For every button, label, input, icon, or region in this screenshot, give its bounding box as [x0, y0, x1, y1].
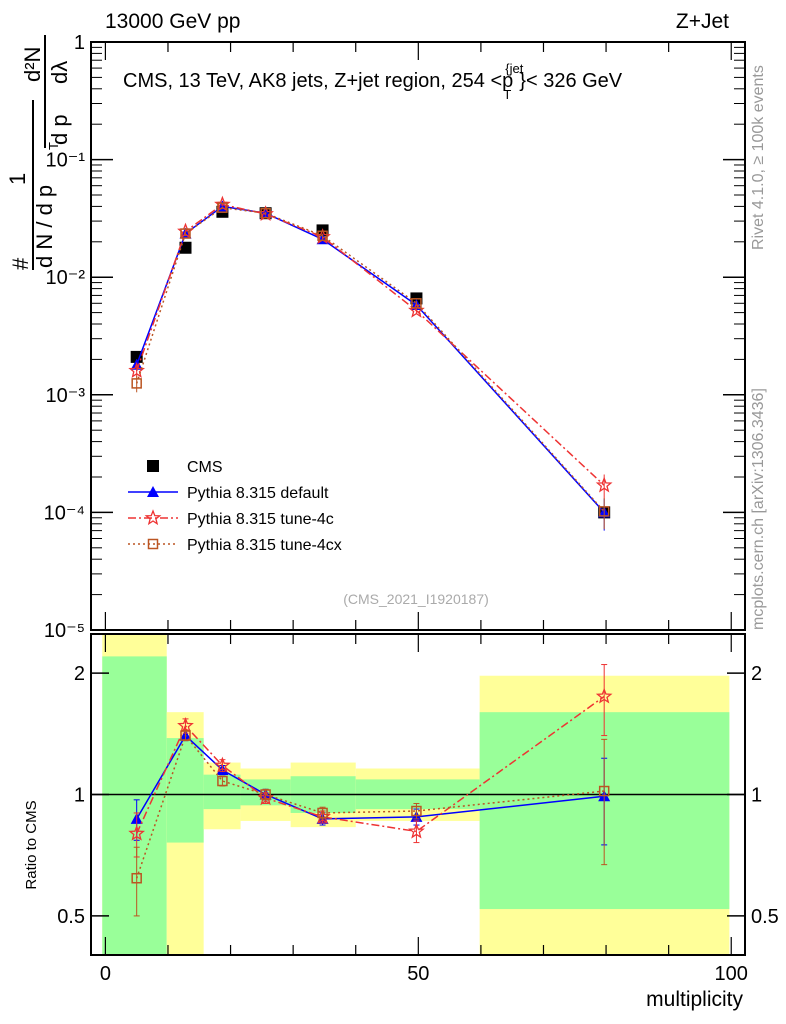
series-line — [135, 203, 605, 486]
marker-open-square — [217, 775, 228, 787]
marker-open-square — [180, 228, 191, 239]
marker-square — [130, 350, 143, 363]
mcplots-label: mcplots.cern.ch [arXiv:1306.3436] — [750, 388, 767, 630]
legend-label: Pythia 8.315 tune-4cx — [187, 537, 342, 554]
marker-open-square — [131, 872, 142, 884]
legend-label: CMS — [187, 459, 223, 476]
x-tick-label: 100 — [715, 963, 748, 985]
marker-open-square — [411, 805, 422, 817]
y-tick-label: 10⁻⁴ — [44, 502, 85, 524]
y-axis-label-main: # 1 d N / d p T d²N d p dλ — [5, 35, 72, 270]
marker-open-square — [217, 202, 228, 213]
marker-open-square — [598, 506, 610, 517]
svg-text:T: T — [46, 142, 61, 150]
marker-star — [408, 822, 425, 839]
ratio-y-tick-label-right: 0.5 — [751, 906, 779, 928]
rivet-label: Rivet 4.1.0, ≥ 100k events — [750, 65, 767, 250]
marker-open-square — [411, 298, 422, 309]
y-tick-label: 1 — [74, 32, 85, 54]
ratio-y-tick-label: 0.5 — [57, 906, 85, 928]
legend: CMS Pythia 8.315 default Pythia 8.315 tune… — [128, 459, 342, 554]
legend-item: Pythia 8.315 tune-4c — [128, 509, 334, 528]
watermark: (CMS_2021_I1920187) — [343, 591, 489, 607]
marker-open-square — [147, 538, 159, 550]
marker-open-square — [317, 807, 328, 819]
legend-label: Pythia 8.315 tune-4c — [187, 511, 334, 528]
x-axis-label: multiplicity — [646, 988, 743, 1011]
ratio-y-tick-label: 1 — [74, 785, 85, 807]
marker-star — [144, 509, 162, 526]
svg-text:#: # — [8, 257, 33, 270]
ratio-y-tick-label: 2 — [74, 663, 85, 685]
marker-open-square — [598, 785, 610, 797]
header-left: 13000 GeV pp — [105, 10, 240, 33]
y-tick-label: 10⁻³ — [46, 385, 86, 407]
svg-text:dλ: dλ — [47, 61, 72, 84]
marker-star — [595, 687, 613, 704]
marker-open-square — [260, 789, 271, 800]
marker-open-square — [131, 378, 142, 389]
chart-title: CMS, 13 TeV, AK8 jets, Z+jet region, 254… — [123, 61, 623, 102]
marker-triangle — [147, 486, 159, 497]
series-pythia-8-315-default — [130, 200, 611, 531]
x-tick-label: 0 — [100, 963, 111, 985]
legend-label: Pythia 8.315 default — [187, 485, 329, 502]
ratio-pythia-8-315-tune-4cx — [131, 730, 610, 917]
marker-square — [147, 460, 159, 472]
y-axis-label-ratio: Ratio to CMS — [23, 800, 40, 889]
svg-text:d N / d p: d N / d p — [32, 185, 57, 268]
legend-item: Pythia 8.315 default — [128, 485, 329, 502]
marker-open-square — [180, 730, 191, 741]
svg-text:1: 1 — [5, 173, 30, 185]
legend-item: CMS — [147, 459, 223, 476]
series-pythia-8-315-tune-4cx — [131, 202, 610, 530]
marker-open-square — [317, 230, 328, 242]
marker-open-square — [260, 207, 271, 219]
svg-text:d²N: d²N — [20, 47, 45, 82]
y-tick-label: 10⁻⁵ — [44, 620, 85, 642]
marker-star — [214, 756, 231, 773]
marker-star — [177, 717, 194, 733]
series-pythia-8-315-tune-4c — [128, 195, 613, 500]
ratio-y-tick-label-right: 1 — [751, 785, 762, 807]
header-right: Z+Jet — [676, 10, 729, 33]
marker-star — [595, 476, 613, 493]
marker-star — [128, 824, 146, 841]
x-tick-label: 50 — [407, 963, 429, 985]
ratio-y-tick-label-right: 2 — [751, 663, 762, 685]
band-green — [102, 656, 167, 955]
y-tick-label: 10⁻² — [46, 267, 86, 289]
y-tick-label: 10⁻¹ — [46, 150, 86, 172]
svg-text:d p: d p — [47, 114, 72, 145]
legend-item: Pythia 8.315 tune-4cx — [128, 537, 342, 554]
